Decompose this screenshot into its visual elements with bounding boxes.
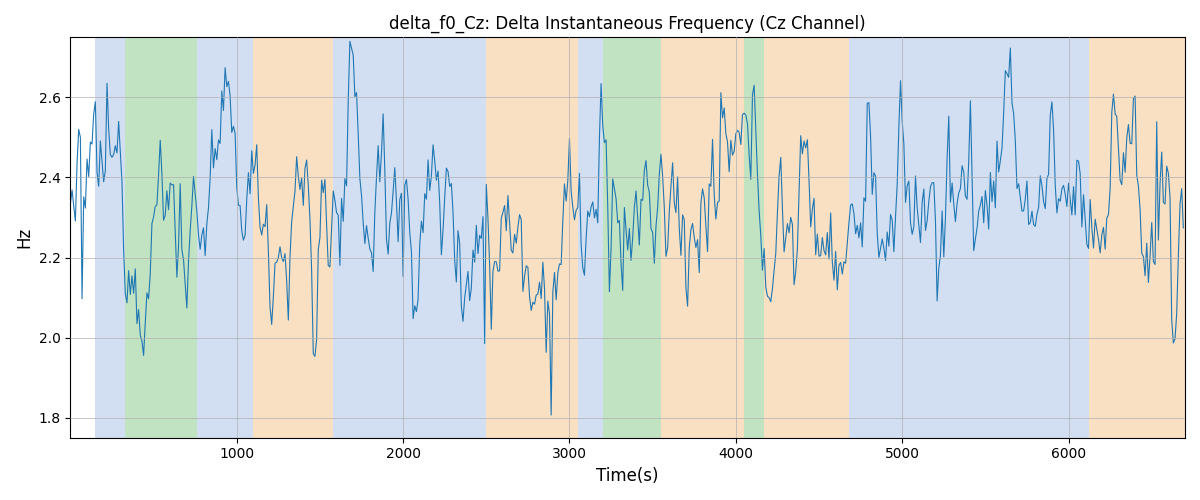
Bar [197,38,253,438]
Bar [577,38,602,438]
Y-axis label: Hz: Hz [14,227,32,248]
Bar [848,38,1088,438]
Bar [125,38,197,438]
Bar [602,38,661,438]
Bar [95,38,125,438]
X-axis label: Time(s): Time(s) [596,467,659,485]
Bar [1088,38,1186,438]
Bar [486,38,577,438]
Bar [744,38,764,438]
Bar [334,38,486,438]
Bar [253,38,334,438]
Title: delta_f0_Cz: Delta Instantaneous Frequency (Cz Channel): delta_f0_Cz: Delta Instantaneous Frequen… [389,15,866,34]
Bar [661,38,744,438]
Bar [764,38,848,438]
